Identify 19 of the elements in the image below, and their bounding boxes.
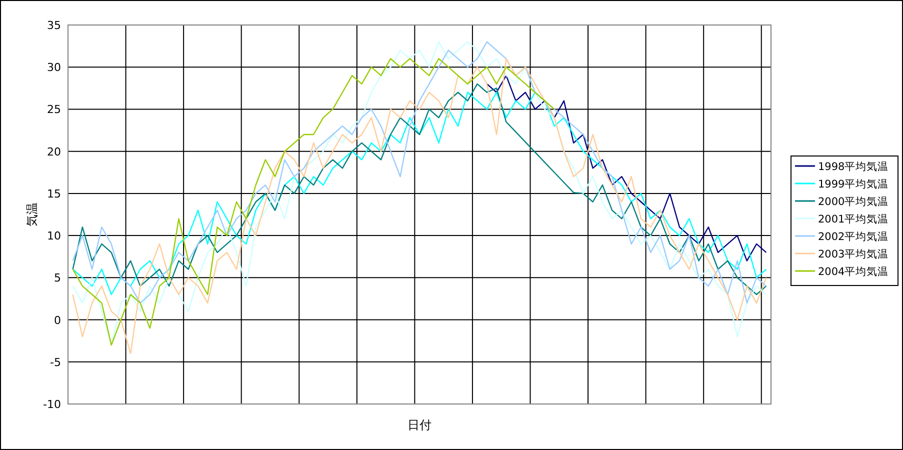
legend-label: 1998平均気温: [818, 161, 889, 173]
y-tick-label: 20: [47, 145, 61, 158]
y-tick-label: -10: [43, 398, 61, 411]
y-tick-label: 0: [54, 314, 61, 327]
y-tick-label: 10: [47, 230, 61, 243]
legend-label: 2003平均気温: [818, 248, 889, 260]
y-tick-label: 35: [47, 19, 61, 32]
x-axis-title: 日付: [408, 418, 432, 432]
legend-label: 2004平均気温: [818, 266, 889, 278]
y-tick-label: 25: [47, 103, 61, 116]
y-tick-label: 5: [54, 272, 61, 285]
legend-label: 1999平均気温: [818, 178, 889, 190]
y-tick-label: -5: [50, 356, 61, 369]
legend-label: 2002平均気温: [818, 231, 889, 243]
y-axis-title: 気温: [25, 202, 39, 226]
legend-label: 2000平均気温: [818, 196, 889, 208]
y-tick-label: 30: [47, 61, 61, 74]
y-tick-label: 15: [47, 187, 61, 200]
legend-label: 2001平均気温: [818, 214, 889, 226]
